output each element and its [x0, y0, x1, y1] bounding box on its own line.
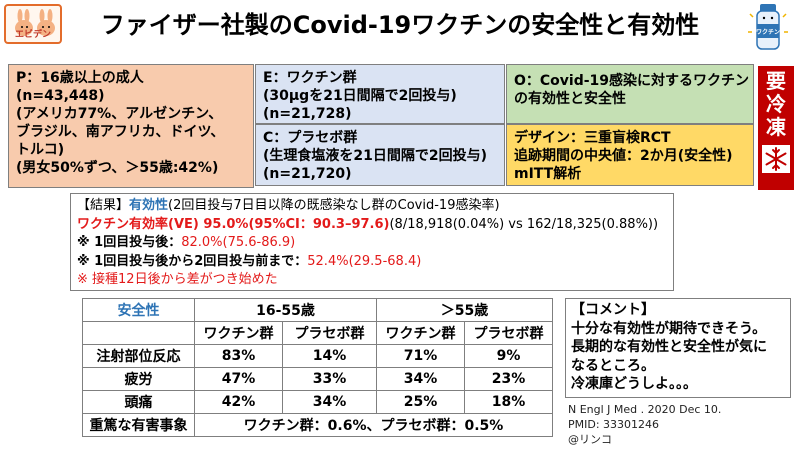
table-subheader-row: ワクチン群 プラセボ群 ワクチン群 プラセボ群 — [82, 321, 553, 345]
outcome-box: O：Covid-19感染に対するワクチン の有効性と安全性 — [506, 64, 754, 124]
serious-events-value: ワクチン群：0.6%、プラセボ群：0.5% — [194, 413, 553, 437]
population-line: P：16歳以上の成人 — [16, 70, 144, 86]
safety-table: 安全性 16-55歳 ＞55歳 ワクチン群 プラセボ群 ワクチン群 プラセボ群 … — [82, 298, 553, 437]
outcome-line: の有効性と安全性 — [514, 91, 626, 107]
table-header-row: 安全性 16-55歳 ＞55歳 — [82, 298, 553, 322]
arm-header: プラセボ群 — [282, 321, 377, 345]
citation: N Engl J Med . 2020 Dec 10. PMID: 333012… — [568, 402, 721, 447]
row-label: 重篤な有害事象 — [82, 413, 195, 437]
snowflake-icon — [762, 145, 790, 173]
page-title: ファイザー社製のCovid-19ワクチンの安全性と有効性 — [100, 11, 700, 39]
table-cell: 71% — [376, 344, 465, 368]
arm-header: ワクチン群 — [376, 321, 465, 345]
table-cell: 42% — [194, 390, 283, 414]
table-cell: 18% — [464, 390, 553, 414]
after-first-dose-label: ※ 1回目投与後： — [77, 235, 182, 250]
table-row: 疲労 47% 33% 34% 23% — [82, 367, 553, 391]
between-doses-line: ※ 1回目投与後から2回目投与前まで：52.4%(29.5-68.4) — [77, 253, 667, 272]
vaccine-efficacy-line: ワクチン有効率(VE) 95.0%(95%CI：90.3–97.6)(8/18,… — [77, 216, 667, 235]
frozen-char: 凍 — [766, 115, 786, 139]
comment-line: 長期的な有効性と安全性が気に — [571, 339, 767, 355]
population-box: P：16歳以上の成人 (n=43,448) (アメリカ77%、アルゼンチン、 ブ… — [8, 64, 254, 188]
table-row: 注射部位反応 83% 14% 71% 9% — [82, 344, 553, 368]
vaccine-efficacy-counts: (8/18,918(0.04%) vs 162/18,325(0.88%)) — [389, 216, 659, 232]
comment-line: 【コメント】 — [571, 302, 655, 318]
frozen-storage-tag: 要 冷 凍 — [758, 66, 794, 190]
results-bracket: 【結果】 — [77, 198, 130, 213]
design-line: 追跡期間の中央値：2か月(安全性) — [514, 148, 733, 164]
population-line: トルコ) — [16, 142, 65, 158]
after-first-dose-value: 82.0%(75.6-86.9) — [181, 235, 296, 250]
frozen-char: 冷 — [766, 92, 786, 116]
comment-line: なるところ。 — [571, 357, 655, 374]
population-line: (アメリカ77%、アルゼンチン、 — [16, 106, 223, 122]
vaccine-vial-icon: ワクチン — [744, 2, 792, 52]
rabbit-mascot-icon — [15, 9, 55, 36]
table-cell: 33% — [282, 367, 377, 391]
comparison-line: C：プラセボ群 — [263, 130, 358, 146]
table-row: 頭痛 42% 34% 25% 18% — [82, 390, 553, 414]
vaccine-efficacy-value: ワクチン有効率(VE) 95.0%(95%CI：90.3–97.6) — [77, 216, 390, 232]
age-group-header: 16-55歳 — [194, 298, 377, 322]
results-header-line: 【結果】有効性(2回目投与7日目以降の既感染なし群のCovid-19感染率) — [77, 197, 667, 216]
between-doses-label: ※ 1回目投与後から2回目投与前まで： — [77, 253, 308, 269]
empty-cell — [82, 321, 195, 345]
design-box: デザイン：三重盲検RCT 追跡期間の中央値：2か月(安全性) mITT解析 — [506, 124, 754, 186]
population-line: (男女50%ずつ、＞55歳:42%) — [16, 160, 219, 176]
table-cell: 47% — [194, 367, 283, 391]
after-first-dose-line: ※ 1回目投与後：82.0%(75.6-86.9) — [77, 234, 667, 253]
vial-label: ワクチン — [756, 28, 780, 36]
table-cell: 34% — [282, 390, 377, 414]
table-cell: 25% — [376, 390, 465, 414]
citation-line: PMID: 33301246 — [568, 418, 660, 431]
logo: エビデン — [4, 4, 62, 44]
row-label: 頭痛 — [82, 390, 195, 414]
divergence-note: ※ 接種12日後から差がつき始めた — [77, 272, 278, 287]
exposure-line: (30μgを21日間隔で2回投与) — [263, 88, 457, 104]
logo-label: エビデン — [14, 30, 51, 40]
comment-line: 十分な有効性が期待できそう。 — [571, 320, 767, 337]
design-line: mITT解析 — [514, 166, 582, 182]
comment-box: 【コメント】 十分な有効性が期待できそう。 長期的な有効性と安全性が気に なると… — [565, 298, 791, 398]
table-cell: 34% — [376, 367, 465, 391]
table-cell: 23% — [464, 367, 553, 391]
frozen-char: 要 — [766, 69, 786, 93]
table-cell: 9% — [464, 344, 553, 368]
comment-line: 冷凍庫どうしよ。。。 — [571, 376, 697, 392]
population-line: (n=43,448) — [16, 88, 105, 104]
results-box: 【結果】有効性(2回目投与7日目以降の既感染なし群のCovid-19感染率) ワ… — [70, 193, 674, 291]
exposure-box: E：ワクチン群 (30μgを21日間隔で2回投与) (n=21,728) — [255, 64, 505, 124]
exposure-line: (n=21,728) — [263, 106, 352, 122]
efficacy-label: 有効性 — [129, 198, 169, 213]
table-cell: 83% — [194, 344, 283, 368]
comparison-box: C：プラセボ群 (生理食塩液を21日間隔で2回投与) (n=21,720) — [255, 124, 505, 186]
row-label: 注射部位反応 — [82, 344, 195, 368]
citation-line: N Engl J Med . 2020 Dec 10. — [568, 403, 722, 416]
citation-line: @リンコ — [568, 433, 612, 446]
safety-header: 安全性 — [82, 298, 195, 322]
exposure-line: E：ワクチン群 — [263, 70, 357, 86]
outcome-line: O：Covid-19感染に対するワクチン — [514, 73, 750, 89]
comparison-line: (生理食塩液を21日間隔で2回投与) — [263, 148, 488, 164]
table-row: 重篤な有害事象 ワクチン群：0.6%、プラセボ群：0.5% — [82, 413, 553, 437]
population-line: ブラジル、南アフリカ、ドイツ、 — [16, 124, 225, 140]
comparison-line: (n=21,720) — [263, 166, 352, 182]
row-label: 疲労 — [82, 367, 195, 391]
between-doses-value: 52.4%(29.5-68.4) — [307, 253, 422, 269]
age-group-header: ＞55歳 — [376, 298, 553, 322]
design-line: デザイン：三重盲検RCT — [514, 130, 671, 146]
table-cell: 14% — [282, 344, 377, 368]
arm-header: ワクチン群 — [194, 321, 283, 345]
arm-header: プラセボ群 — [464, 321, 553, 345]
efficacy-description: (2回目投与7日目以降の既感染なし群のCovid-19感染率) — [168, 198, 500, 213]
